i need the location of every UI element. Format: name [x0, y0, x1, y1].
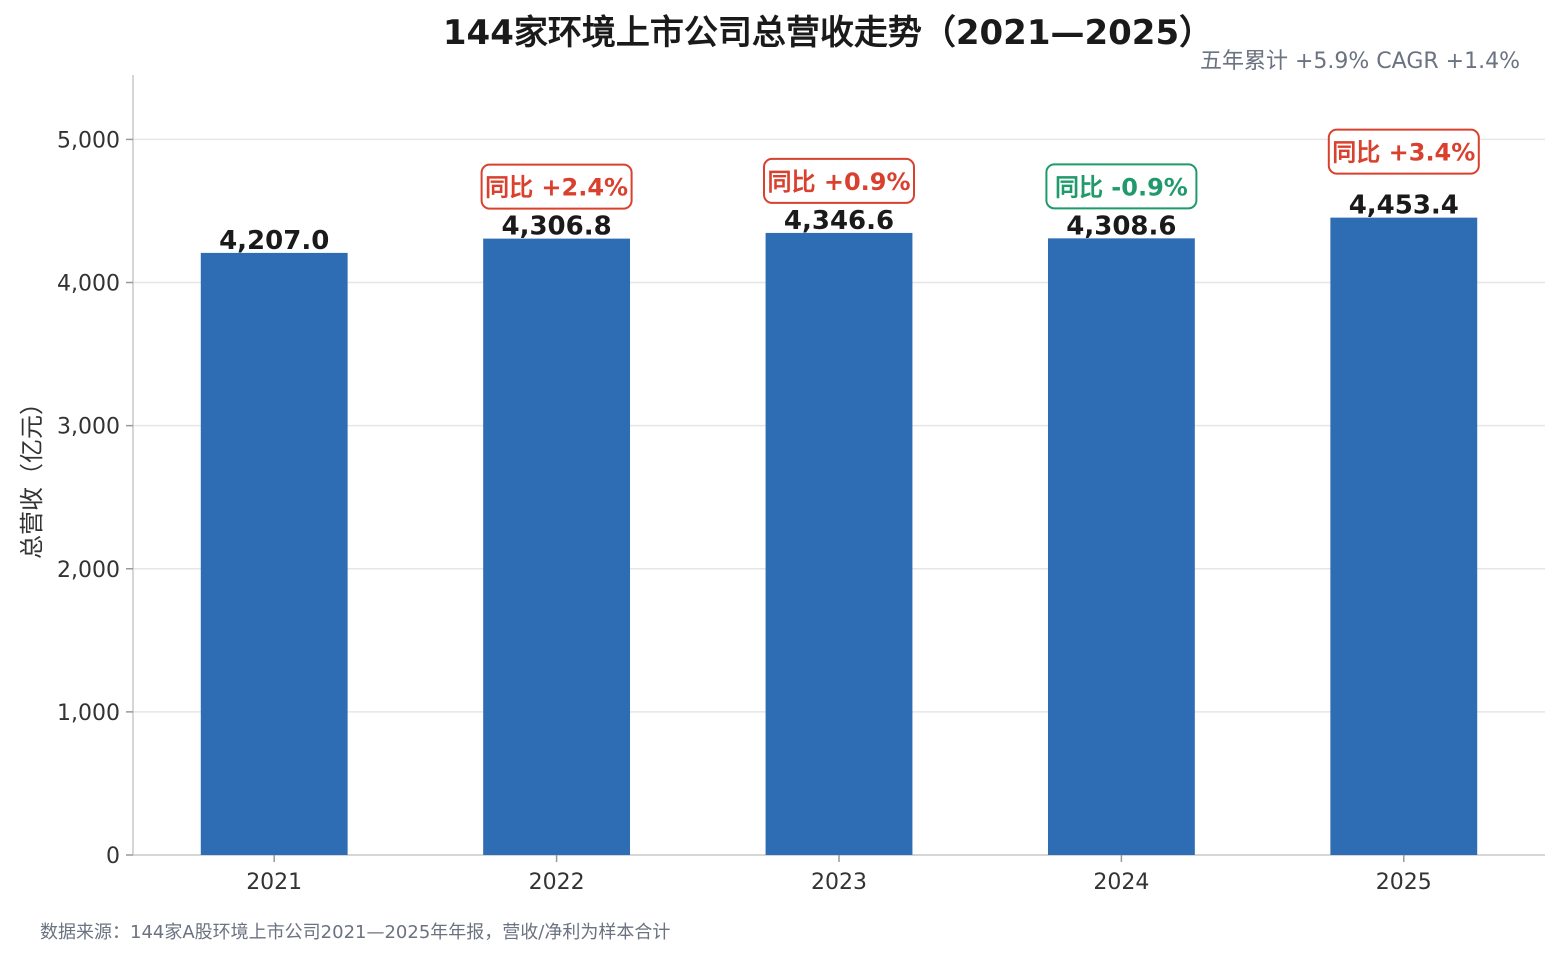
y-tick-label: 3,000: [57, 415, 120, 440]
y-ticks: 0 1,000 2,000 3,000 4,000 5,000: [57, 128, 133, 869]
value-label: 4,306.8: [501, 212, 611, 242]
x-ticks: 2021 2022 2023 2024 2025: [246, 855, 1432, 895]
value-labels: 4,207.0 4,306.8 4,346.6 4,308.6 4,453.4: [219, 191, 1459, 256]
x-tick-label: 2022: [529, 870, 585, 895]
bars: [200, 217, 1478, 856]
yoy-label: 同比 +0.9%: [767, 168, 910, 196]
x-tick-label: 2021: [246, 870, 302, 895]
bar: [200, 252, 348, 856]
bar: [1330, 217, 1478, 855]
yoy-badge: [763, 157, 915, 204]
x-tick-label: 2023: [811, 870, 867, 895]
yoy-badges: 同比 +2.4% 同比 +0.9% 同比 -0.9% 同比 +3.4%: [480, 128, 1480, 210]
value-label: 4,346.6: [784, 206, 894, 236]
value-label: 4,207.0: [219, 226, 329, 256]
yoy-badge: [1045, 163, 1198, 210]
y-tick-label: 5,000: [57, 128, 120, 153]
yoy-label: 同比 +3.4%: [1332, 139, 1475, 167]
yoy-label: 同比 -0.9%: [1055, 173, 1188, 201]
value-label: 4,453.4: [1349, 191, 1459, 221]
yoy-label: 同比 +2.4%: [485, 174, 628, 202]
y-tick-label: 1,000: [57, 701, 120, 726]
x-tick-label: 2025: [1376, 870, 1432, 895]
chart-title: 144家环境上市公司总营收走势（2021—2025）: [443, 13, 1213, 53]
x-tick-label: 2024: [1093, 870, 1149, 895]
y-tick-label: 2,000: [57, 558, 120, 583]
source-note: 数据来源：144家A股环境上市公司2021—2025年年报，营收/净利为样本合计: [40, 922, 670, 943]
y-axis-label: 总营收（亿元）: [18, 391, 46, 559]
y-tick-label: 4,000: [57, 272, 120, 297]
y-tick-label: 0: [106, 844, 120, 869]
yoy-badge: [480, 163, 633, 210]
yoy-badge: [1327, 128, 1480, 175]
chart-summary: 五年累计 +5.9% CAGR +1.4%: [1200, 49, 1520, 74]
bar: [1047, 238, 1195, 855]
bar: [483, 238, 631, 855]
value-label: 4,308.6: [1066, 211, 1176, 241]
bar: [765, 232, 913, 856]
